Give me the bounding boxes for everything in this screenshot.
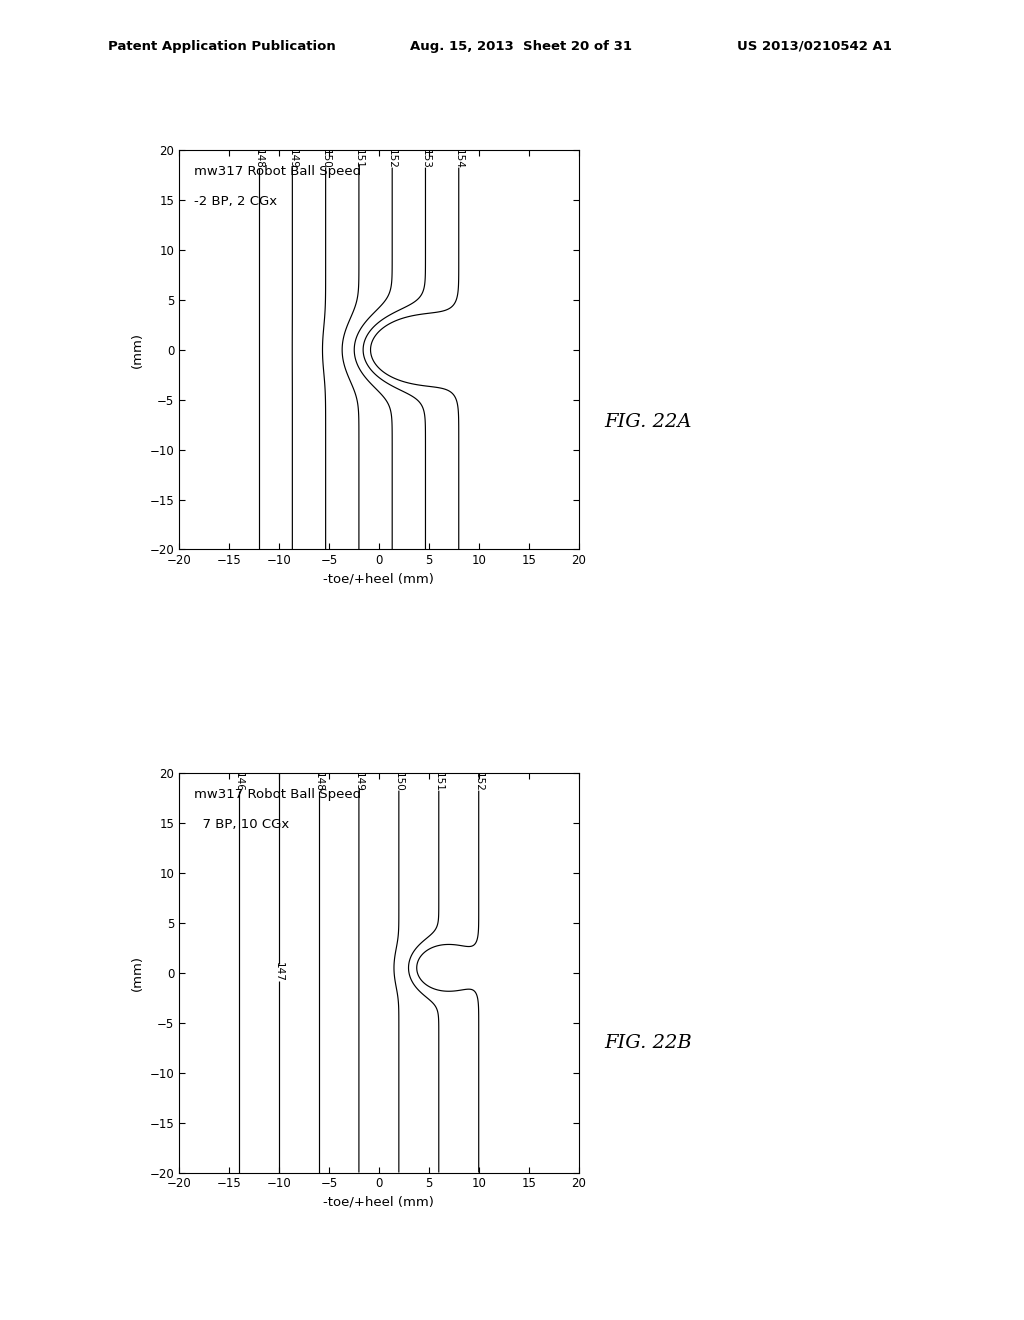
Text: 151: 151 bbox=[354, 149, 364, 169]
Text: 150: 150 bbox=[321, 149, 331, 169]
Text: 7 BP, 10 CGx: 7 BP, 10 CGx bbox=[195, 818, 290, 832]
Y-axis label: (mm): (mm) bbox=[131, 954, 144, 991]
Text: 149: 149 bbox=[354, 772, 364, 792]
Text: Patent Application Publication: Patent Application Publication bbox=[108, 40, 335, 53]
Text: 151: 151 bbox=[434, 772, 443, 792]
Text: mw317 Robot Ball Speed: mw317 Robot Ball Speed bbox=[195, 165, 361, 178]
Text: 154: 154 bbox=[454, 149, 464, 169]
Text: Aug. 15, 2013  Sheet 20 of 31: Aug. 15, 2013 Sheet 20 of 31 bbox=[410, 40, 632, 53]
Text: 153: 153 bbox=[421, 149, 430, 169]
Text: FIG. 22B: FIG. 22B bbox=[604, 1034, 692, 1052]
Text: 148: 148 bbox=[254, 149, 264, 169]
X-axis label: -toe/+heel (mm): -toe/+heel (mm) bbox=[324, 1196, 434, 1209]
Text: 149: 149 bbox=[288, 149, 297, 169]
Text: 152: 152 bbox=[387, 149, 397, 169]
Text: 148: 148 bbox=[314, 772, 324, 792]
Text: 152: 152 bbox=[474, 772, 483, 792]
Text: 147: 147 bbox=[274, 962, 284, 982]
Text: mw317 Robot Ball Speed: mw317 Robot Ball Speed bbox=[195, 788, 361, 801]
Text: FIG. 22A: FIG. 22A bbox=[604, 413, 691, 432]
Y-axis label: (mm): (mm) bbox=[131, 331, 144, 368]
Text: -2 BP, 2 CGx: -2 BP, 2 CGx bbox=[195, 195, 278, 209]
X-axis label: -toe/+heel (mm): -toe/+heel (mm) bbox=[324, 573, 434, 586]
Text: 150: 150 bbox=[394, 772, 403, 792]
Text: US 2013/0210542 A1: US 2013/0210542 A1 bbox=[737, 40, 892, 53]
Text: 146: 146 bbox=[234, 772, 244, 792]
